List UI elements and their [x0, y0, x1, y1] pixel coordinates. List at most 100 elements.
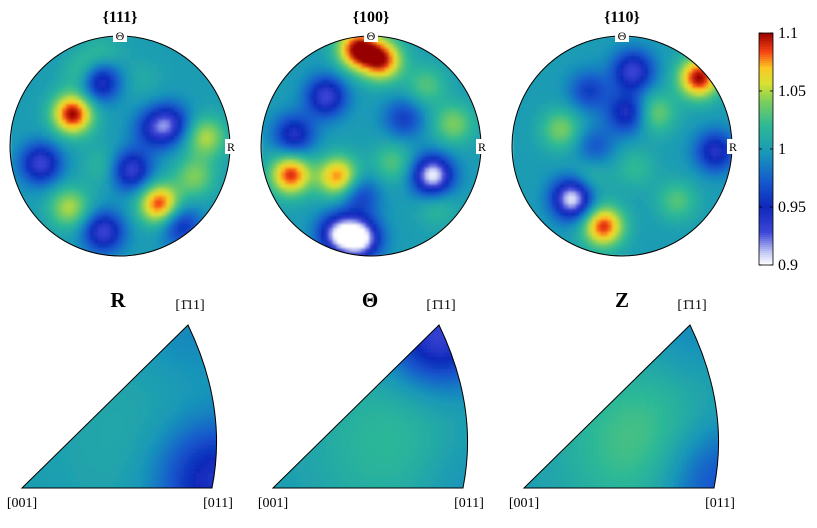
- density-cell: [178, 108, 183, 113]
- density-cell: [42, 132, 47, 137]
- density-cell: [198, 184, 203, 189]
- density-cell: [142, 120, 147, 125]
- density-cell: [126, 100, 131, 105]
- density-cell: [329, 244, 334, 249]
- density-cell: [369, 116, 374, 121]
- density-cell: [50, 80, 55, 85]
- density-cell: [365, 168, 370, 173]
- density-cell: [469, 144, 474, 149]
- density-cell: [333, 56, 338, 61]
- density-cell: [70, 148, 75, 153]
- density-cell: [357, 96, 362, 101]
- density-cell: [265, 116, 270, 121]
- density-cell: [102, 224, 107, 229]
- density-cell: [78, 172, 83, 177]
- density-cell: [170, 180, 175, 185]
- density-cell: [397, 52, 402, 57]
- density-cell: [94, 176, 99, 181]
- density-cell: [405, 88, 410, 93]
- density-cell: [385, 52, 390, 57]
- density-cell: [122, 48, 127, 53]
- density-cell: [70, 80, 75, 85]
- density-cell: [58, 80, 63, 85]
- density-cell: [321, 192, 326, 197]
- density-cell: [457, 104, 462, 109]
- density-cell: [453, 200, 458, 205]
- density-cell: [162, 124, 167, 129]
- density-cell: [321, 224, 326, 229]
- density-cell: [126, 152, 131, 157]
- density-cell: [170, 208, 175, 213]
- density-cell: [445, 100, 450, 105]
- density-cell: [70, 212, 75, 217]
- density-cell: [421, 88, 426, 93]
- density-cell: [146, 172, 151, 177]
- density-cell: [14, 172, 19, 177]
- density-cell: [397, 156, 402, 161]
- density-cell: [98, 196, 103, 201]
- density-cell: [82, 76, 87, 81]
- density-cell: [325, 88, 330, 93]
- density-cell: [134, 152, 139, 157]
- density-cell: [457, 108, 462, 113]
- density-cell: [118, 188, 123, 193]
- density-cell: [86, 56, 91, 61]
- density-cell: [146, 236, 151, 241]
- density-cell: [154, 172, 159, 177]
- density-cell: [198, 116, 203, 121]
- density-cell: [269, 184, 274, 189]
- density-cell: [62, 208, 67, 213]
- density-cell: [154, 60, 159, 65]
- density-cell: [150, 68, 155, 73]
- density-cell: [353, 232, 358, 237]
- density-cell: [74, 248, 79, 253]
- density-cell: [42, 152, 47, 157]
- density-cell: [321, 216, 326, 221]
- density-cell: [98, 124, 103, 129]
- density-cell: [186, 100, 191, 105]
- density-cell: [214, 144, 219, 149]
- density-cell: [110, 100, 115, 105]
- density-cell: [194, 60, 199, 65]
- density-cell: [110, 192, 115, 197]
- density-cell: [285, 96, 290, 101]
- density-cell: [134, 68, 139, 73]
- pole-figure-111-theta-label: Θ: [116, 29, 125, 43]
- density-cell: [349, 216, 354, 221]
- density-cell: [397, 44, 402, 49]
- density-cell: [385, 120, 390, 125]
- density-cell: [138, 228, 143, 233]
- density-cell: [114, 152, 119, 157]
- density-cell: [206, 184, 211, 189]
- density-cell: [409, 160, 414, 165]
- density-cell: [94, 56, 99, 61]
- density-cell: [18, 144, 23, 149]
- density-cell: [433, 180, 438, 185]
- density-cell: [293, 120, 298, 125]
- density-cell: [34, 200, 39, 205]
- density-cell: [333, 136, 338, 141]
- density-cell: [182, 144, 187, 149]
- density-cell: [174, 136, 179, 141]
- density-cell: [134, 172, 139, 177]
- density-cell: [301, 128, 306, 133]
- density-cell: [305, 216, 310, 221]
- density-cell: [457, 124, 462, 129]
- density-cell: [313, 148, 318, 153]
- density-cell: [441, 156, 446, 161]
- density-cell: [122, 80, 127, 85]
- density-cell: [361, 164, 366, 169]
- density-cell: [150, 228, 155, 233]
- density-cell: [138, 140, 143, 145]
- density-cell: [361, 232, 366, 237]
- density-cell: [114, 104, 119, 109]
- density-cell: [158, 92, 163, 97]
- density-cell: [289, 208, 294, 213]
- density-cell: [453, 88, 458, 93]
- density-cell: [365, 120, 370, 125]
- density-cell: [222, 124, 227, 129]
- density-cell: [401, 144, 406, 149]
- density-cell: [445, 88, 450, 93]
- density-cell: [349, 192, 354, 197]
- density-cell: [361, 56, 366, 61]
